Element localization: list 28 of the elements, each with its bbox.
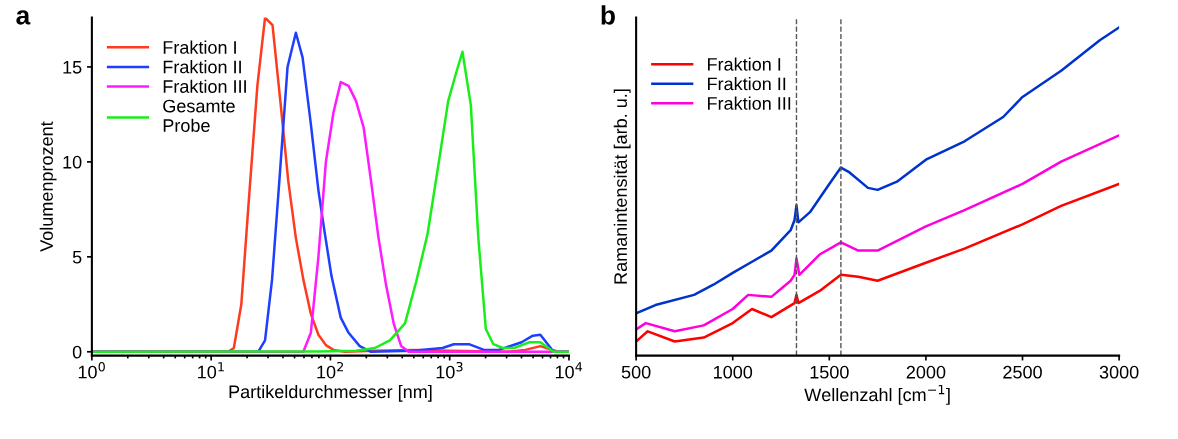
y-tick-label: 5 <box>72 250 82 264</box>
x-tick-label: 1000 <box>714 365 753 379</box>
x-tick-label: 500 <box>621 365 651 379</box>
y-axis-title: Volumenprozent <box>39 121 57 252</box>
y-tick-label: 0 <box>72 345 82 359</box>
legend-label: Fraktion I <box>708 57 781 71</box>
text: b <box>601 5 615 25</box>
legend-label: Fraktion I <box>163 40 236 54</box>
y-tick-label: 15 <box>63 61 82 74</box>
x-tick-label: 2000 <box>906 365 946 379</box>
x-tick-label: 10$^{4}$ <box>555 362 583 379</box>
legend-label: Fraktion III <box>163 79 246 93</box>
x-tick-label: 3000 <box>1099 365 1139 379</box>
x-tick-label: 10$^{3}$ <box>436 361 463 379</box>
y-tick-label: 10 <box>63 155 82 169</box>
x-axis-title: Partikeldurchmesser [nm] <box>229 384 432 402</box>
x-tick-label: 2500 <box>1003 365 1042 379</box>
legend-label: Gesamte Probe <box>163 99 235 132</box>
x-tick-label: 10$^{0}$ <box>78 361 105 379</box>
text: a <box>16 10 31 25</box>
legend-label: Fraktion III <box>708 96 791 110</box>
x-tick-label: 10$^{1}$ <box>198 362 224 379</box>
legend-label: Fraktion II <box>163 60 241 74</box>
x-tick-label: 10$^{2}$ <box>317 361 344 379</box>
legend-label: Fraktion II <box>708 77 786 91</box>
y-axis-title: Ramanintensität [arb. u.] <box>613 89 631 284</box>
x-axis-title: Wellenzahl [cm$^{−1}$] <box>804 384 950 405</box>
x-tick-label: 1500 <box>810 365 849 379</box>
